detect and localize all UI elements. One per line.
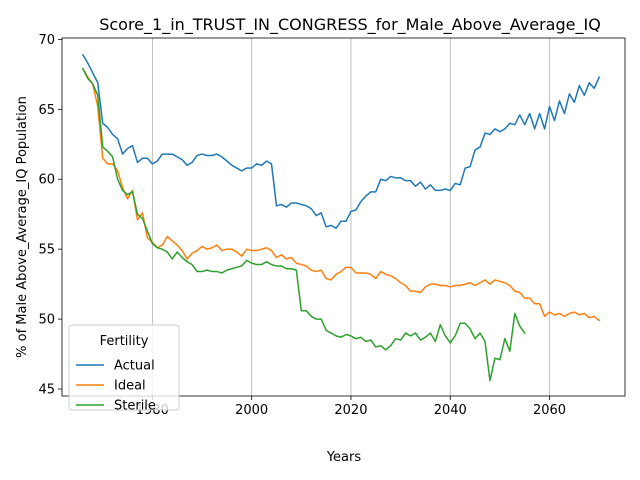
- series-lines: [81, 53, 601, 382]
- y-tick-label: 70: [38, 33, 55, 48]
- legend-title: Fertility: [100, 334, 149, 349]
- x-tick-label: 2000: [235, 403, 268, 418]
- legend-label-ideal: Ideal: [114, 379, 146, 394]
- legend: Fertility Actual Ideal Sterile: [68, 324, 180, 414]
- legend-label-actual: Actual: [114, 359, 155, 374]
- y-tick-label: 50: [38, 313, 55, 328]
- y-tick-label: 65: [38, 103, 55, 118]
- x-axis-label: Years: [326, 450, 362, 465]
- legend-items: Actual Ideal Sterile: [76, 359, 156, 414]
- chart-title: Score_1_in_TRUST_IN_CONGRESS_for_Male_Ab…: [99, 15, 601, 35]
- series-line-actual: [81, 53, 601, 229]
- y-axis-label: % of Male Above_Average_IQ Population: [15, 96, 30, 358]
- y-tick-label: 60: [38, 173, 55, 188]
- x-tick-label: 2020: [334, 403, 367, 418]
- series-line-sterile: [81, 67, 526, 382]
- y-tick-label: 45: [38, 383, 55, 398]
- plot-area-frame: [61, 37, 626, 397]
- legend-label-sterile: Sterile: [114, 399, 156, 414]
- y-tick-label: 55: [38, 243, 55, 258]
- legend-box: [68, 324, 180, 411]
- x-tick-label: 2060: [533, 403, 566, 418]
- x-tick-label: 2040: [434, 403, 467, 418]
- series-line-ideal: [81, 67, 601, 322]
